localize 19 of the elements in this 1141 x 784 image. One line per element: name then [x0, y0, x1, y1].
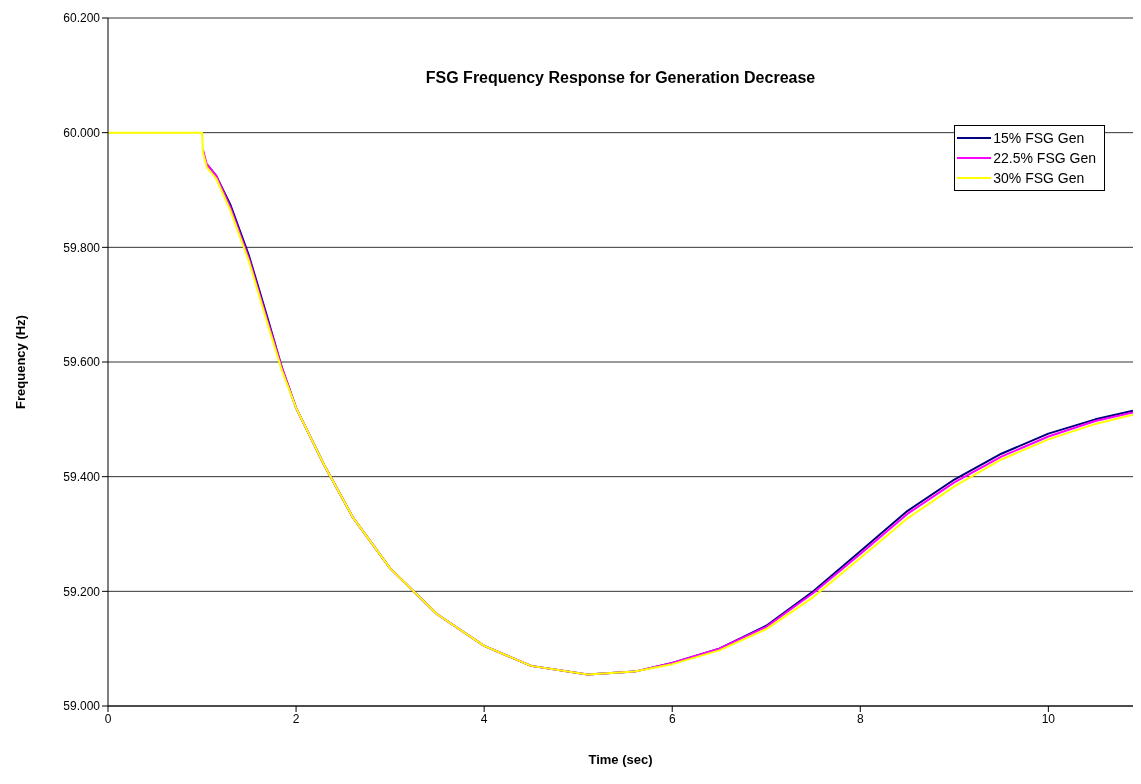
text: FSG Frequency Response for Generation Decrease: [425, 69, 816, 86]
x-tick-label: 10: [1041, 711, 1056, 726]
legend-label: 15% FSG Gen: [993, 129, 1085, 148]
y-tick-label: 59.400: [63, 469, 101, 484]
y-tick-label: 59.600: [63, 355, 101, 370]
x-axis-title: Time (sec): [588, 752, 653, 767]
legend-label: 22.5% FSG Gen: [993, 149, 1096, 168]
x-tick-label: 0: [104, 711, 112, 726]
y-tick-label: 59.800: [63, 240, 101, 255]
y-tick-label: 59.200: [63, 584, 101, 599]
legend-label: 30% FSG Gen: [993, 169, 1085, 188]
x-tick-label: 6: [668, 711, 676, 726]
y-tick-label: 60.000: [63, 125, 101, 140]
x-tick-label: 8: [856, 711, 864, 726]
x-tick-label: 4: [480, 711, 488, 726]
x-tick-label: 2: [292, 711, 300, 726]
y-tick-label: 60.200: [63, 11, 101, 26]
y-axis-title: Frequency (Hz): [12, 315, 28, 409]
y-tick-label: 59.000: [63, 699, 101, 714]
